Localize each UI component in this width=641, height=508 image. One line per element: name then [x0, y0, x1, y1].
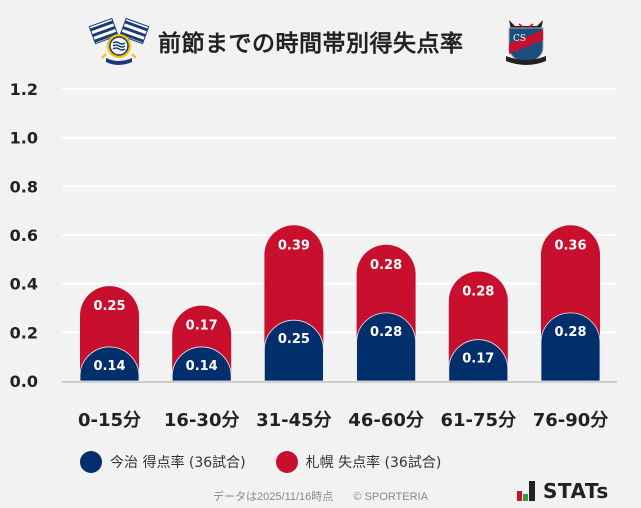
legend-item-home-scoring[interactable]: 今治 得点率 (36試合) — [80, 451, 246, 473]
bar-value-label-home: 0.14 — [186, 359, 218, 374]
x-tick-label: 46-60分 — [348, 410, 424, 431]
legend: 今治 得点率 (36試合) 札幌 失点率 (36試合) — [80, 450, 441, 474]
consadole-sapporo-crest-icon: CS — [506, 20, 546, 65]
bar-group[interactable]: 0.25 0.14 — [79, 286, 140, 382]
bar-value-label-away: 0.25 — [93, 299, 125, 314]
imabari-crest-icon — [88, 18, 150, 65]
bar-home-scoring[interactable] — [264, 319, 324, 382]
x-tick-label: 76-90分 — [533, 410, 609, 431]
legend-item-away-conceding[interactable]: 札幌 失点率 (36試合) — [275, 451, 442, 473]
data-date-note: データは2025/11/16時点 — [213, 491, 334, 503]
grid-lines — [62, 88, 617, 383]
y-tick-label: 0.2 — [10, 323, 38, 342]
y-tick-label: 1.2 — [10, 80, 38, 99]
bars: 0.25 0.14 0.17 0.14 0.39 0.25 0.28 0.28 0.28 0.17… — [79, 225, 601, 382]
bar-value-label-away: 0.39 — [278, 238, 310, 253]
bar-value-label-home: 0.25 — [278, 332, 310, 347]
legend-swatch-away — [275, 451, 298, 473]
y-tick-label: 0.6 — [10, 226, 38, 245]
bar-group[interactable]: 0.17 0.14 — [171, 305, 232, 382]
bar-value-label-away: 0.28 — [370, 258, 402, 273]
copyright-text: © SPORTERIA — [353, 491, 428, 503]
stacked-bar-chart: 0.00.20.40.60.81.01.2 0.250.140.170.140.… — [10, 80, 617, 431]
bar-group[interactable]: 0.36 0.28 — [540, 225, 601, 382]
chart-title: 前節までの時間帯別得失点率 — [158, 31, 464, 57]
x-tick-label: 31-45分 — [256, 410, 332, 431]
svg-text:CS: CS — [513, 34, 526, 44]
y-tick-label: 1.0 — [10, 129, 38, 148]
legend-swatch-home — [80, 451, 102, 473]
y-axis-ticks: 0.0 0.2 0.4 0.6 0.8 1.0 1.2 — [10, 80, 38, 391]
x-axis-labels: 0-15分 16-30分 31-45分 46-60分 61-75分 76-90分 — [78, 410, 608, 431]
legend-label-away: 札幌 失点率 (36試合) — [305, 455, 442, 471]
x-tick-label: 0-15分 — [78, 410, 141, 431]
bar-value-label-home: 0.28 — [370, 325, 402, 340]
legend-label-home: 今治 得点率 (36試合) — [110, 455, 246, 471]
bar-value-label-away: 0.28 — [462, 285, 494, 300]
bar-value-label-away: 0.36 — [554, 238, 586, 253]
bar-group[interactable]: 0.28 0.17 — [448, 271, 509, 382]
bar-group[interactable]: 0.39 0.25 — [264, 225, 324, 382]
y-tick-label: 0.4 — [10, 275, 38, 294]
bar-home-scoring[interactable] — [79, 346, 140, 382]
bar-home-scoring[interactable] — [356, 312, 416, 382]
chart-header: 前節までの時間帯別得失点率 CS — [0, 12, 641, 68]
bar-home-scoring[interactable] — [171, 346, 232, 382]
bar-value-label-home: 0.17 — [462, 352, 494, 367]
bar-value-label-home: 0.14 — [93, 359, 125, 374]
x-tick-label: 16-30分 — [164, 410, 240, 431]
bar-value-label-home: 0.28 — [554, 325, 586, 340]
bar-value-label-away: 0.17 — [186, 319, 218, 334]
stats-brand-text: STATs — [543, 479, 609, 503]
bar-home-scoring[interactable] — [448, 339, 509, 382]
y-tick-label: 0.0 — [10, 372, 38, 391]
bar-home-scoring[interactable] — [540, 312, 601, 382]
y-tick-label: 0.8 — [10, 177, 38, 196]
x-tick-label: 61-75分 — [441, 410, 517, 431]
data-source-note: データは2025/11/16時点 © SPORTERIA — [0, 488, 641, 504]
bar-group[interactable]: 0.28 0.28 — [356, 244, 416, 382]
stats-brand-logo: STATs — [517, 477, 609, 501]
stats-bar-logo-icon — [517, 481, 535, 501]
